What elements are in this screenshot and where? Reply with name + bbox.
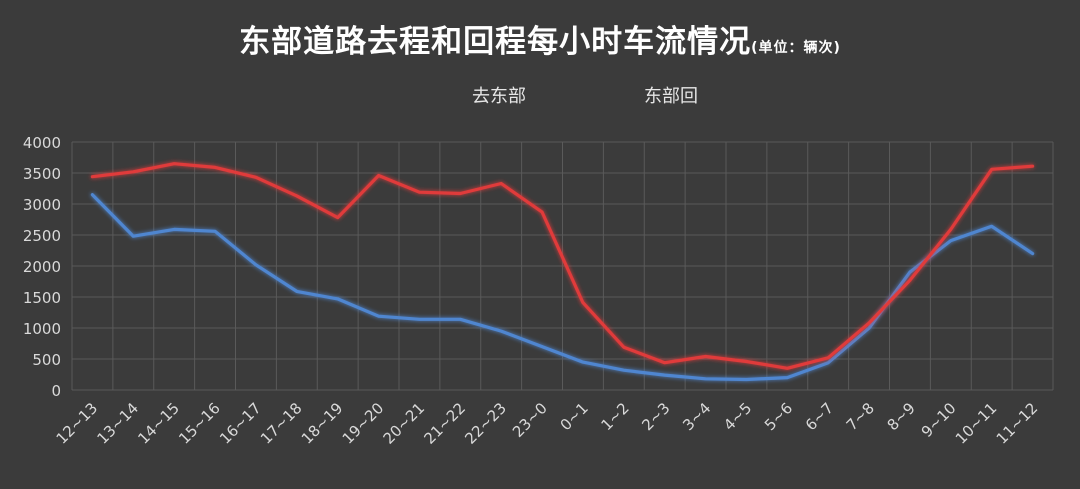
x-tick-label: 14~15 bbox=[134, 399, 183, 448]
y-tick-label: 4000 bbox=[23, 134, 61, 152]
x-axis-tick-labels: 12~1313~1414~1515~1616~1717~1818~1919~20… bbox=[53, 399, 1042, 448]
x-tick-label: 0~1 bbox=[557, 399, 592, 434]
y-tick-label: 500 bbox=[32, 351, 61, 369]
series-line-dongbu-hui bbox=[90, 162, 1035, 370]
x-tick-label: 13~14 bbox=[94, 399, 143, 448]
x-tick-label: 12~13 bbox=[53, 399, 102, 448]
y-tick-label: 2500 bbox=[23, 227, 61, 245]
y-tick-label: 3000 bbox=[23, 196, 61, 214]
x-tick-label: 18~19 bbox=[298, 399, 347, 448]
x-tick-label: 1~2 bbox=[598, 399, 633, 434]
x-tick-label: 11~12 bbox=[993, 399, 1042, 448]
x-tick-label: 15~16 bbox=[175, 399, 224, 448]
legend-label: 东部回 bbox=[644, 86, 698, 107]
x-tick-label: 5~6 bbox=[761, 399, 796, 434]
y-axis-tick-labels: 4000 3500 3000 2500 2000 1500 1000 500 0 bbox=[23, 134, 61, 400]
legend-label: 去东部 bbox=[472, 86, 526, 107]
x-tick-label: 2~3 bbox=[638, 399, 673, 434]
y-tick-label: 0 bbox=[51, 382, 61, 400]
y-tick-label: 2000 bbox=[23, 258, 61, 276]
legend: 去东部 东部回 bbox=[420, 86, 698, 107]
x-tick-label: 21~22 bbox=[421, 399, 470, 448]
grid bbox=[71, 141, 1054, 391]
x-tick-label: 4~5 bbox=[720, 399, 755, 434]
x-tick-label: 17~18 bbox=[257, 399, 306, 448]
x-tick-label: 8~9 bbox=[884, 399, 919, 434]
x-tick-label: 7~8 bbox=[843, 399, 878, 434]
y-tick-label: 1500 bbox=[23, 289, 61, 307]
x-tick-label: 23~0 bbox=[509, 399, 551, 441]
x-tick-label: 16~17 bbox=[216, 399, 265, 448]
chart-title: 东部道路去程和回程每小时车流情况(单位：辆次) bbox=[0, 16, 1080, 61]
series-group bbox=[90, 162, 1035, 382]
x-tick-label: 6~7 bbox=[802, 399, 837, 434]
x-tick-label: 10~11 bbox=[952, 399, 1001, 448]
x-tick-label: 19~20 bbox=[339, 399, 388, 448]
chart-unit: (单位：辆次) bbox=[751, 40, 841, 56]
x-tick-label: 20~21 bbox=[380, 399, 429, 448]
x-tick-label: 3~4 bbox=[679, 399, 714, 434]
series-line-qu-dongbu bbox=[90, 193, 1035, 382]
y-tick-label: 3500 bbox=[23, 165, 61, 183]
chart-title-text: 东部道路去程和回程每小时车流情况 bbox=[239, 24, 752, 60]
x-tick-label: 22~23 bbox=[461, 399, 510, 448]
y-tick-label: 1000 bbox=[23, 320, 61, 338]
